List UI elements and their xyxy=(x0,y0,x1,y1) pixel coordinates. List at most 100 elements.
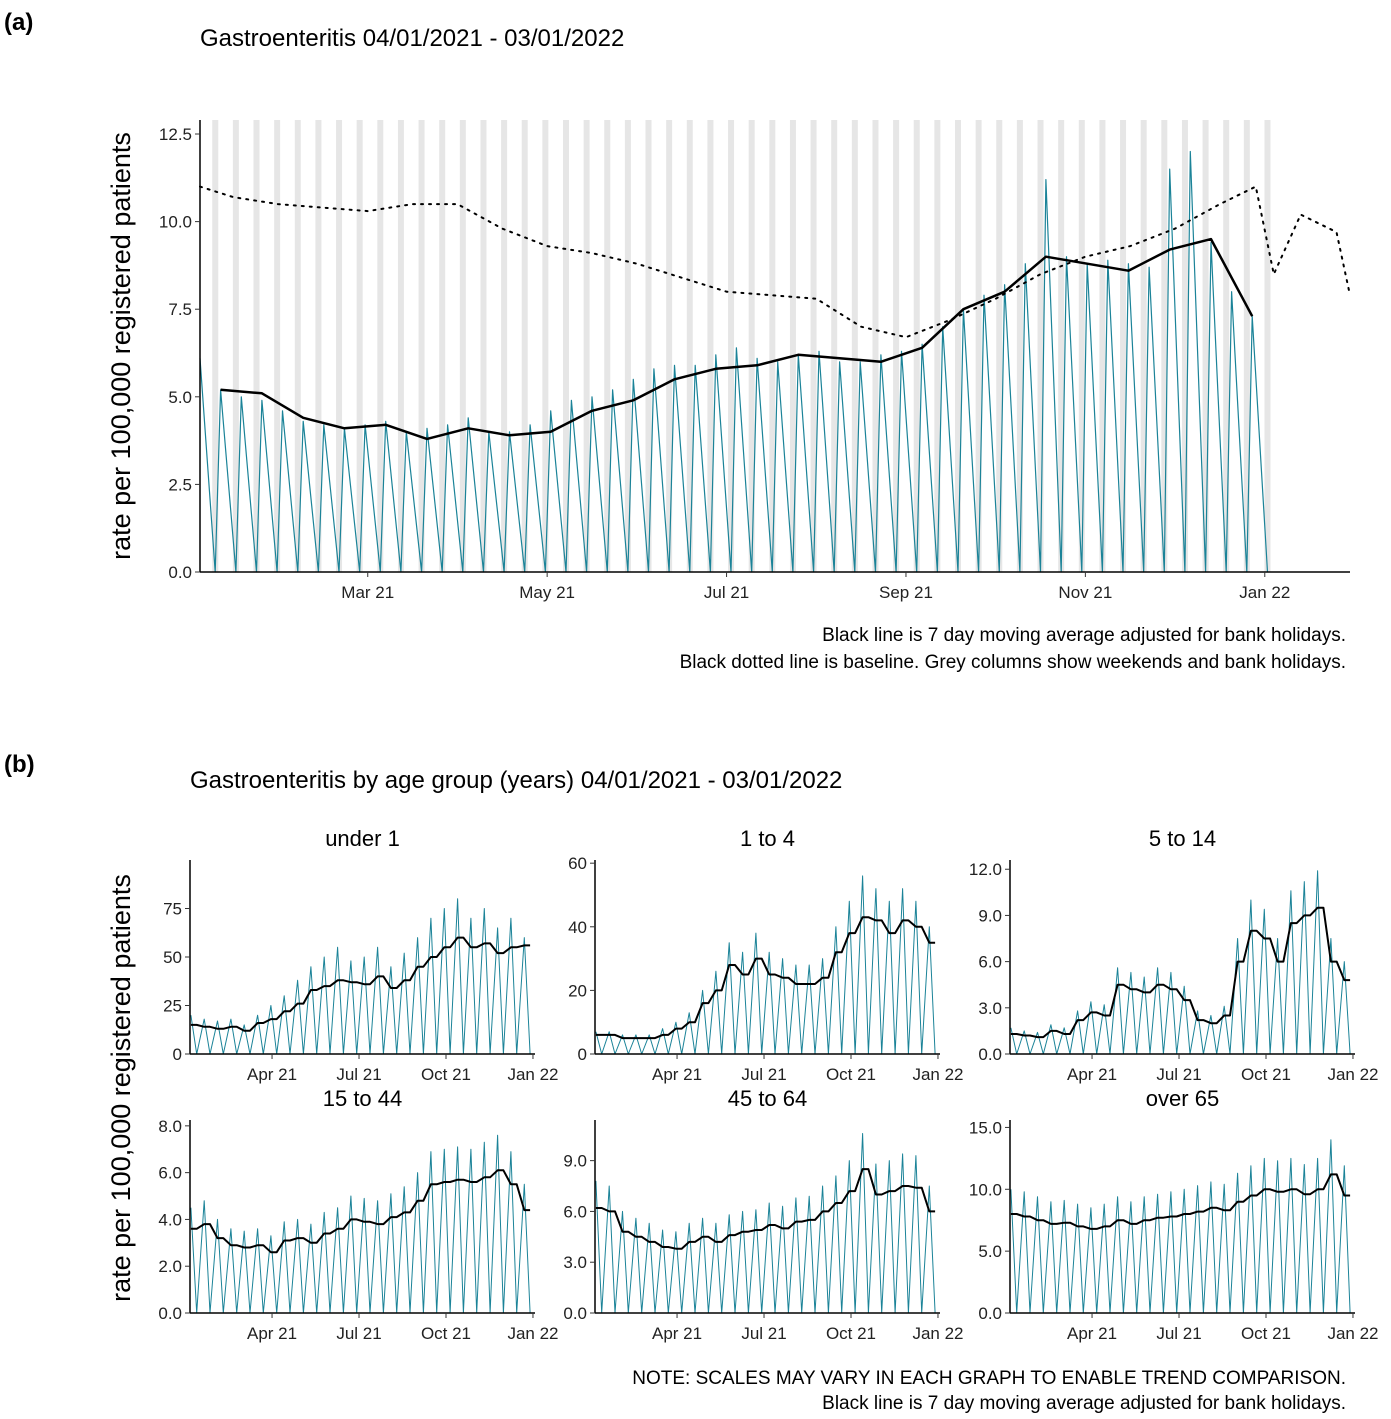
series-line xyxy=(1010,906,1351,1039)
x-tick-label: Oct 21 xyxy=(421,1324,471,1343)
weekend-column xyxy=(232,120,239,572)
weekend-column xyxy=(604,120,611,572)
x-tick-label: Nov 21 xyxy=(1058,583,1112,602)
series-line xyxy=(190,1169,531,1254)
y-tick-label: 7.5 xyxy=(168,300,192,319)
series-line xyxy=(1010,870,1351,1055)
x-tick-label: Oct 21 xyxy=(1241,1324,1291,1343)
weekend-column xyxy=(480,120,487,572)
series-line xyxy=(1010,1173,1351,1230)
weekend-column xyxy=(1016,120,1023,572)
series-line xyxy=(595,875,936,1055)
series-line xyxy=(595,1168,936,1250)
y-tick-label: 3.0 xyxy=(563,1253,587,1272)
x-tick-label: Jul 21 xyxy=(704,583,749,602)
x-tick-label: Oct 21 xyxy=(826,1065,876,1084)
y-tick-label: 60 xyxy=(568,854,587,873)
series-line xyxy=(595,1133,936,1314)
weekend-column xyxy=(1037,120,1044,572)
y-tick-label: 9.0 xyxy=(978,906,1002,925)
series-line xyxy=(190,898,531,1055)
y-tick-label: 6.0 xyxy=(158,1164,182,1183)
y-tick-label: 4.0 xyxy=(158,1210,182,1229)
panel-label: (b) xyxy=(4,751,35,778)
weekend-column xyxy=(1120,120,1127,572)
y-tick-label: 6.0 xyxy=(978,953,1002,972)
series-line xyxy=(1010,1139,1351,1314)
series-line xyxy=(190,1134,531,1314)
weekend-column xyxy=(872,120,879,572)
x-tick-label: May 21 xyxy=(519,583,575,602)
panel-label: (a) xyxy=(4,9,33,36)
y-tick-label: 5.0 xyxy=(978,1242,1002,1261)
y-tick-label: 12.5 xyxy=(159,125,192,144)
weekend-column xyxy=(1161,120,1168,572)
weekend-column xyxy=(1243,120,1250,572)
y-tick-label: 0.0 xyxy=(978,1304,1002,1323)
x-tick-label: Apr 21 xyxy=(247,1324,297,1343)
weekend-column xyxy=(1181,120,1188,572)
weekend-column xyxy=(769,120,776,572)
weekend-column xyxy=(810,120,817,572)
weekend-column xyxy=(542,120,549,572)
y-tick-label: 0.0 xyxy=(158,1304,182,1323)
facet-title: 5 to 14 xyxy=(1149,826,1216,851)
x-tick-label: Jul 21 xyxy=(741,1065,786,1084)
weekend-column xyxy=(666,120,673,572)
weekend-column xyxy=(418,120,425,572)
chart-title: Gastroenteritis 04/01/2021 - 03/01/2022 xyxy=(200,25,624,52)
y-tick-label: 15.0 xyxy=(969,1118,1002,1137)
weekend-column xyxy=(336,120,343,572)
weekend-column xyxy=(294,120,301,572)
weekend-column xyxy=(913,120,920,572)
weekend-column xyxy=(996,120,1003,572)
y-axis-label: rate per 100,000 registered patients xyxy=(106,132,136,560)
y-tick-label: 12.0 xyxy=(969,860,1002,879)
y-tick-label: 20 xyxy=(568,981,587,1000)
weekend-column xyxy=(1058,120,1065,572)
facet-title: 15 to 44 xyxy=(323,1086,403,1111)
y-tick-label: 10.0 xyxy=(159,213,192,232)
y-tick-label: 50 xyxy=(163,948,182,967)
weekend-column xyxy=(459,120,466,572)
caption: Black line is 7 day moving average adjus… xyxy=(822,1393,1346,1414)
weekend-column xyxy=(1140,120,1147,572)
x-tick-label: Jan 22 xyxy=(912,1065,963,1084)
weekend-column xyxy=(1223,120,1230,572)
x-tick-label: Jul 21 xyxy=(741,1324,786,1343)
weekend-column xyxy=(562,120,569,572)
weekend-column xyxy=(1264,120,1271,572)
x-tick-label: Jul 21 xyxy=(336,1065,381,1084)
x-tick-label: Jul 21 xyxy=(336,1324,381,1343)
weekend-column xyxy=(624,120,631,572)
y-tick-label: 75 xyxy=(163,900,182,919)
weekend-column xyxy=(1099,120,1106,572)
x-tick-label: Oct 21 xyxy=(421,1065,471,1084)
facet-title: over 65 xyxy=(1146,1086,1219,1111)
weekend-column xyxy=(645,120,652,572)
x-tick-label: Jan 22 xyxy=(507,1065,558,1084)
series-line xyxy=(199,185,1351,339)
x-tick-label: Jan 22 xyxy=(507,1324,558,1343)
x-tick-label: Oct 21 xyxy=(826,1324,876,1343)
x-tick-label: Apr 21 xyxy=(652,1065,702,1084)
y-tick-label: 2.0 xyxy=(158,1257,182,1276)
y-tick-label: 8.0 xyxy=(158,1117,182,1136)
x-tick-label: Jul 21 xyxy=(1156,1065,1201,1084)
weekend-column xyxy=(397,120,404,572)
facet-title: under 1 xyxy=(325,826,400,851)
facet-title: 1 to 4 xyxy=(740,826,795,851)
x-tick-label: Jan 22 xyxy=(1327,1324,1378,1343)
weekend-column xyxy=(1202,120,1209,572)
weekend-column xyxy=(789,120,796,572)
weekend-column xyxy=(748,120,755,572)
y-tick-label: 5.0 xyxy=(168,388,192,407)
weekend-column xyxy=(707,120,714,572)
x-tick-label: Jul 21 xyxy=(1156,1324,1201,1343)
weekend-column xyxy=(851,120,858,572)
x-tick-label: Apr 21 xyxy=(1067,1324,1117,1343)
weekend-column xyxy=(356,120,363,572)
y-axis-label: rate per 100,000 registered patients xyxy=(106,874,136,1302)
weekend-column xyxy=(934,120,941,572)
